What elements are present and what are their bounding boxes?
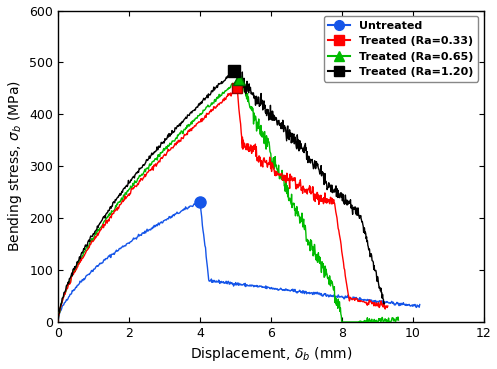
X-axis label: Displacement, $\delta_b$ (mm): Displacement, $\delta_b$ (mm) <box>190 345 352 363</box>
Legend: Untreated, Treated (Ra=0.33), Treated (Ra=0.65), Treated (Ra=1.20): Untreated, Treated (Ra=0.33), Treated (R… <box>324 16 478 82</box>
Y-axis label: Bending stress, $\sigma_b$ (MPa): Bending stress, $\sigma_b$ (MPa) <box>5 80 23 252</box>
